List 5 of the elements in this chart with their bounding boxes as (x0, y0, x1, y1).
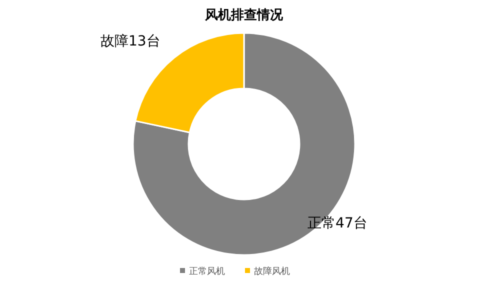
data-label: 故障13台 (100, 34, 160, 50)
chart-title: 风机排查情况 (204, 8, 284, 23)
legend-label: 故障风机 (254, 266, 290, 277)
data-label: 正常47台 (308, 215, 368, 232)
legend-label: 正常风机 (189, 266, 225, 277)
